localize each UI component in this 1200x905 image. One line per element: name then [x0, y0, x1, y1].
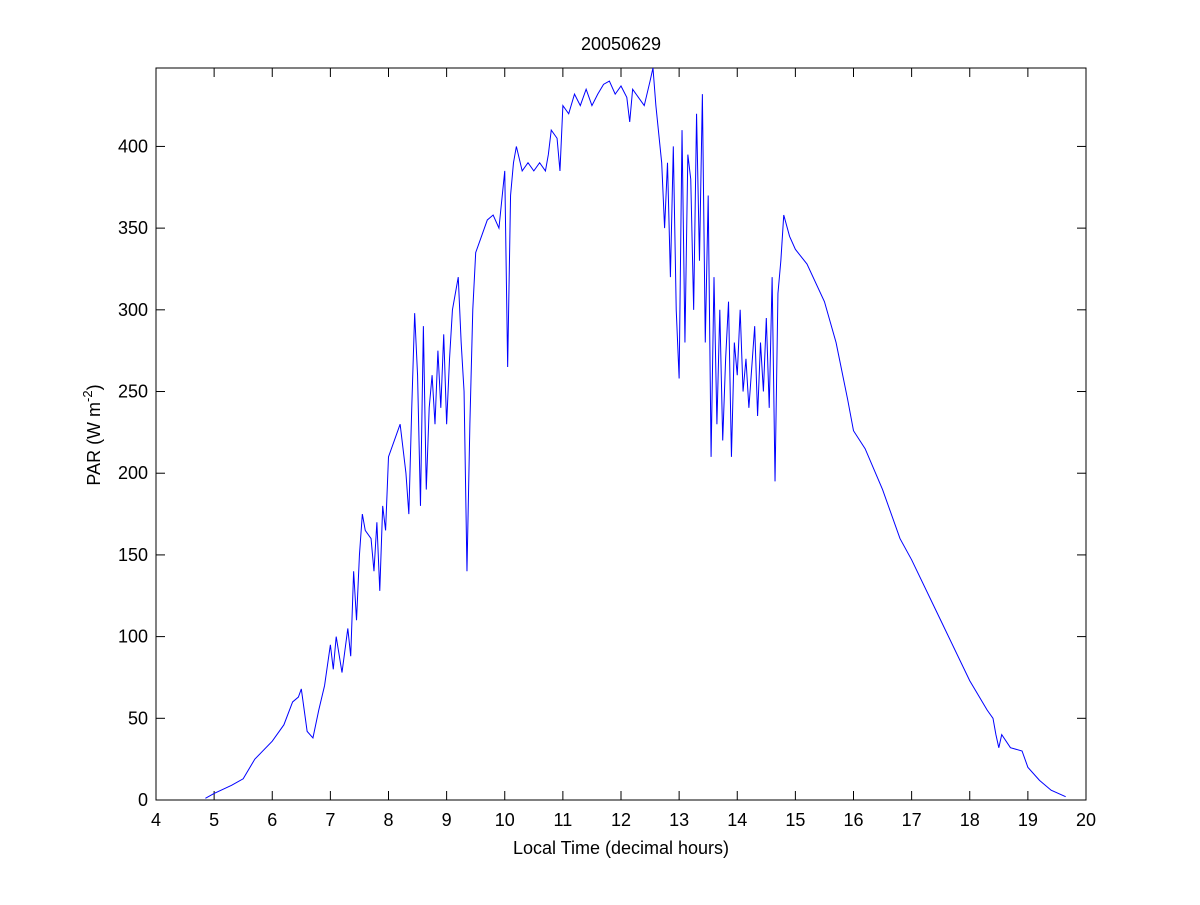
x-tick-label: 16 — [843, 810, 863, 830]
x-tick-label: 7 — [325, 810, 335, 830]
y-tick-label: 100 — [118, 627, 148, 647]
x-tick-label: 15 — [785, 810, 805, 830]
x-tick-label: 17 — [902, 810, 922, 830]
plot-frame — [155, 67, 1087, 801]
chart-title: 20050629 — [581, 34, 661, 54]
x-tick-label: 14 — [727, 810, 747, 830]
y-tick-label: 200 — [118, 463, 148, 483]
y-tick-label: 250 — [118, 382, 148, 402]
x-tick-label: 11 — [554, 810, 573, 830]
x-tick-label: 13 — [669, 810, 689, 830]
data-line — [205, 67, 1066, 799]
x-tick-label: 4 — [151, 810, 161, 830]
y-tick-label: 150 — [118, 545, 148, 565]
y-axis-label-sup: -2 — [80, 390, 95, 402]
y-axis-label: PAR (W m-2) — [80, 384, 104, 485]
y-axis-label-text: PAR (W m — [84, 402, 104, 486]
x-axis-label: Local Time (decimal hours) — [513, 838, 729, 858]
x-tick-label: 18 — [960, 810, 980, 830]
x-tick-label: 6 — [267, 810, 277, 830]
y-tick-label: 400 — [118, 136, 148, 156]
x-tick-label: 12 — [611, 810, 631, 830]
x-tick-label: 8 — [383, 810, 393, 830]
x-tick-label: 9 — [442, 810, 452, 830]
x-tick-label: 20 — [1076, 810, 1096, 830]
y-axis-label-end: ) — [84, 384, 104, 390]
y-tick-label: 350 — [118, 218, 148, 238]
x-tick-label: 5 — [209, 810, 219, 830]
y-tick-label: 50 — [128, 708, 148, 728]
x-tick-label: 19 — [1018, 810, 1038, 830]
x-tick-label: 10 — [495, 810, 515, 830]
y-tick-label: 300 — [118, 300, 148, 320]
y-tick-label: 0 — [138, 790, 148, 810]
